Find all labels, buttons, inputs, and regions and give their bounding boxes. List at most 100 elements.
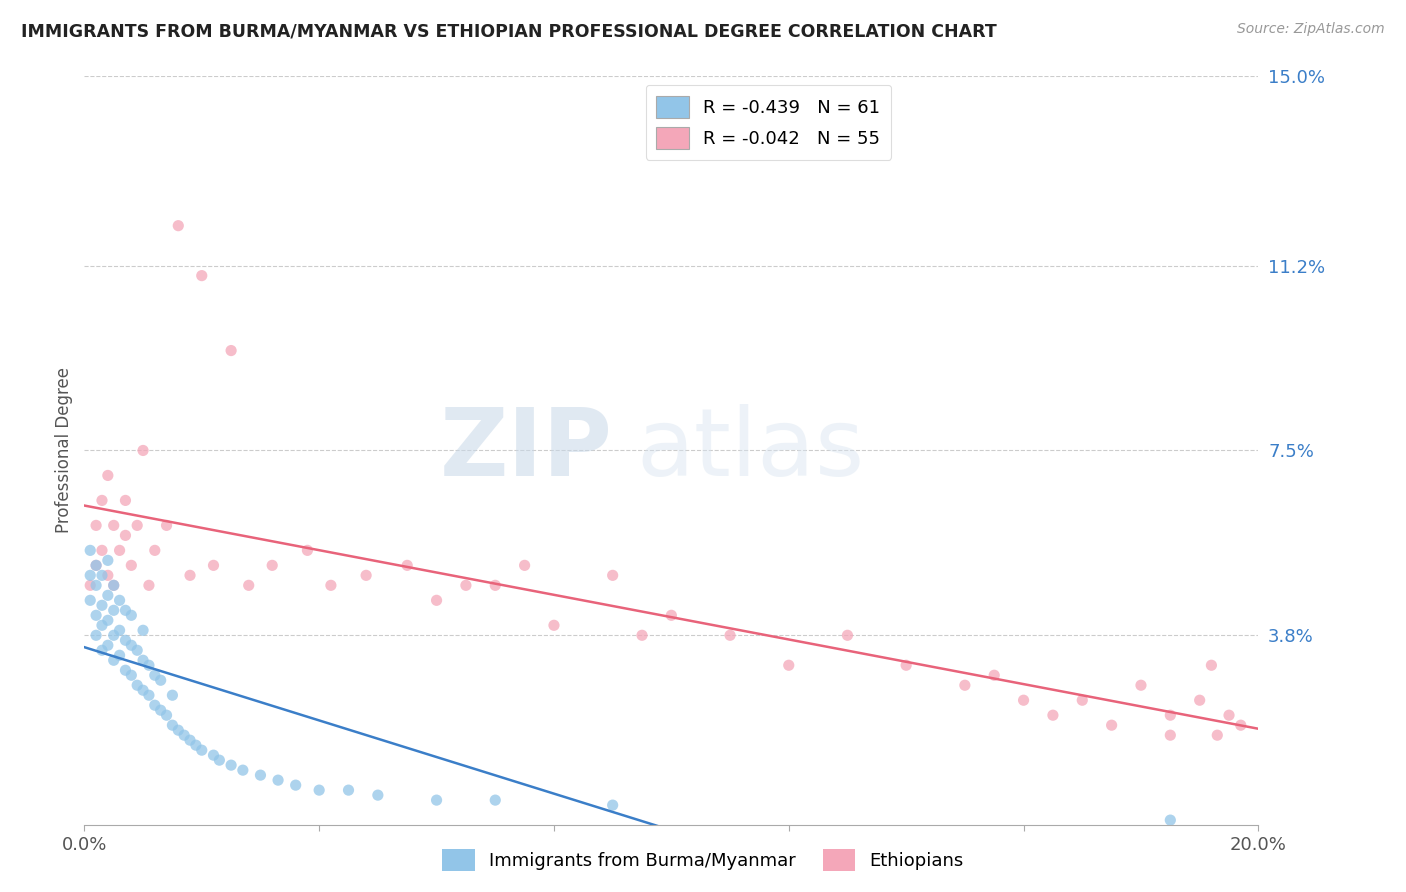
Point xyxy=(284,778,307,792)
Point xyxy=(114,603,136,617)
Point xyxy=(97,588,120,602)
Point xyxy=(513,558,536,573)
Point xyxy=(84,518,107,533)
Point xyxy=(1159,813,1181,827)
Point xyxy=(202,558,225,573)
Point xyxy=(97,468,120,483)
Point xyxy=(454,578,477,592)
Point xyxy=(297,543,319,558)
Point xyxy=(426,593,449,607)
Point xyxy=(202,748,225,763)
Point xyxy=(132,624,155,638)
Point xyxy=(127,678,149,692)
Point xyxy=(167,723,190,738)
Point xyxy=(103,578,125,592)
Point xyxy=(308,783,330,797)
Point xyxy=(103,603,125,617)
Point xyxy=(191,268,214,283)
Point xyxy=(114,528,136,542)
Point xyxy=(837,628,859,642)
Point xyxy=(114,633,136,648)
Point xyxy=(1159,708,1181,723)
Point xyxy=(484,793,506,807)
Point xyxy=(120,558,142,573)
Point xyxy=(108,593,131,607)
Point xyxy=(1042,708,1064,723)
Point xyxy=(1206,728,1229,742)
Point xyxy=(91,618,114,632)
Point xyxy=(232,763,254,777)
Point xyxy=(127,518,149,533)
Point xyxy=(219,758,242,772)
Point xyxy=(184,738,207,752)
Point xyxy=(249,768,271,782)
Point xyxy=(79,578,101,592)
Text: Source: ZipAtlas.com: Source: ZipAtlas.com xyxy=(1237,22,1385,37)
Point xyxy=(91,568,114,582)
Point xyxy=(108,648,131,663)
Point xyxy=(179,568,201,582)
Point xyxy=(1071,693,1094,707)
Point xyxy=(143,668,166,682)
Point xyxy=(91,599,114,613)
Text: ZIP: ZIP xyxy=(440,404,613,497)
Point xyxy=(97,613,120,627)
Point xyxy=(173,728,195,742)
Point xyxy=(79,543,101,558)
Point xyxy=(97,638,120,652)
Point xyxy=(103,653,125,667)
Point xyxy=(319,578,342,592)
Point xyxy=(602,798,624,813)
Point xyxy=(138,578,160,592)
Point xyxy=(149,673,172,688)
Point xyxy=(219,343,242,358)
Point xyxy=(91,543,114,558)
Point xyxy=(103,518,125,533)
Point xyxy=(426,793,449,807)
Point xyxy=(1229,718,1251,732)
Point xyxy=(543,618,565,632)
Point xyxy=(97,553,120,567)
Point xyxy=(718,628,741,642)
Point xyxy=(238,578,260,592)
Point xyxy=(149,703,172,717)
Point xyxy=(97,568,120,582)
Point xyxy=(143,543,166,558)
Point xyxy=(127,643,149,657)
Point xyxy=(138,688,160,702)
Text: atlas: atlas xyxy=(636,404,865,497)
Point xyxy=(84,578,107,592)
Point xyxy=(162,688,184,702)
Point xyxy=(84,608,107,623)
Point xyxy=(367,788,389,802)
Point xyxy=(484,578,506,592)
Point xyxy=(120,638,142,652)
Point xyxy=(354,568,377,582)
Point xyxy=(84,558,107,573)
Point xyxy=(108,624,131,638)
Y-axis label: Professional Degree: Professional Degree xyxy=(55,368,73,533)
Point xyxy=(132,653,155,667)
Point xyxy=(155,708,177,723)
Point xyxy=(114,493,136,508)
Point xyxy=(179,733,201,747)
Point xyxy=(602,568,624,582)
Point xyxy=(120,608,142,623)
Point xyxy=(91,643,114,657)
Point xyxy=(337,783,360,797)
Point xyxy=(143,698,166,713)
Point xyxy=(1188,693,1211,707)
Point xyxy=(1012,693,1035,707)
Point xyxy=(155,518,177,533)
Point xyxy=(114,663,136,677)
Point xyxy=(631,628,654,642)
Point xyxy=(661,608,683,623)
Point xyxy=(983,668,1005,682)
Point xyxy=(108,543,131,558)
Point xyxy=(778,658,800,673)
Point xyxy=(162,718,184,732)
Legend: Immigrants from Burma/Myanmar, Ethiopians: Immigrants from Burma/Myanmar, Ethiopian… xyxy=(434,842,972,879)
Point xyxy=(396,558,419,573)
Point xyxy=(79,568,101,582)
Point xyxy=(191,743,214,757)
